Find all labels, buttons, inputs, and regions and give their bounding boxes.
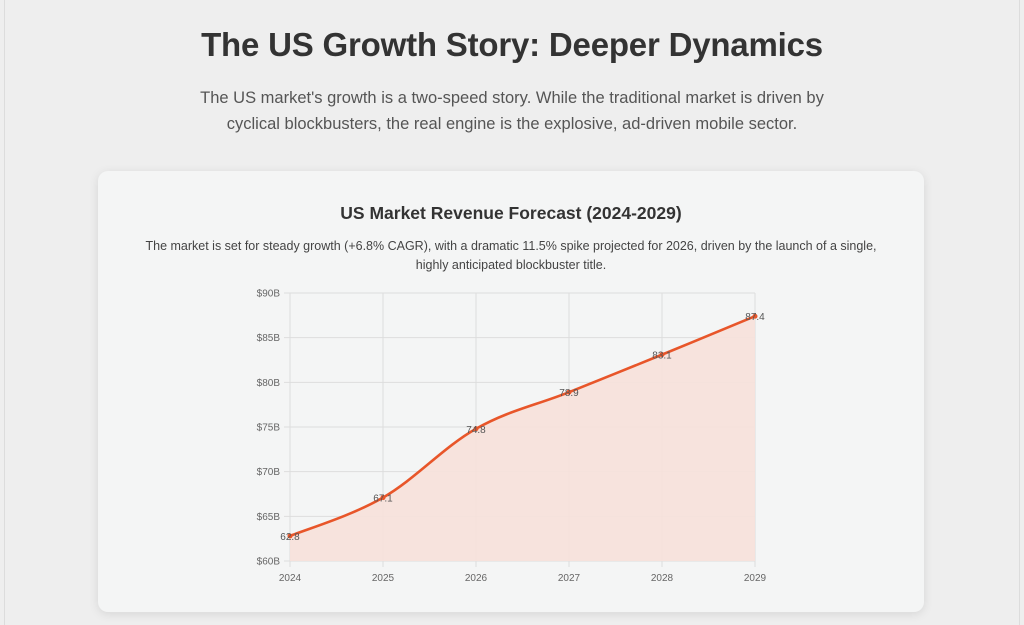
data-point	[566, 389, 572, 395]
x-tick-label: 2028	[651, 573, 674, 584]
data-point	[287, 533, 293, 539]
x-tick-label: 2024	[279, 573, 302, 584]
x-tick-label: 2025	[372, 573, 395, 584]
data-label: 78.9	[559, 388, 579, 399]
y-tick-label: $65B	[257, 512, 281, 523]
y-tick-label: $75B	[257, 423, 281, 434]
series-area-fill	[290, 316, 755, 561]
series-line	[289, 315, 756, 538]
right-border	[1019, 0, 1020, 625]
data-label: 67.1	[373, 494, 393, 505]
data-label: 87.4	[745, 312, 765, 323]
y-tick-label: $80B	[257, 378, 281, 389]
y-tick-label: $70B	[257, 467, 281, 478]
intro-text: The US market's growth is a two-speed st…	[200, 89, 824, 133]
left-border	[4, 0, 5, 625]
x-tick-label: 2026	[465, 573, 488, 584]
x-tick-label: 2027	[558, 573, 581, 584]
data-label: 62.8	[280, 532, 300, 543]
y-tick-label: $85B	[257, 333, 281, 344]
chart-title: US Market Revenue Forecast (2024-2029)	[340, 203, 682, 223]
data-label: 83.1	[652, 351, 672, 362]
data-point	[380, 495, 386, 501]
data-point	[659, 352, 665, 358]
data-point	[473, 426, 479, 432]
data-label: 74.8	[466, 425, 486, 436]
y-tick-label: $90B	[257, 289, 281, 300]
chart-description: The market is set for steady growth (+6.…	[145, 239, 877, 272]
revenue-forecast-chart: $60B $65B $70B $75B $80B $85B $90B 2024 2025 2026…	[257, 289, 767, 585]
page-title: The US Growth Story: Deeper Dynamics	[201, 26, 823, 63]
data-point	[752, 313, 758, 319]
y-tick-label: $60B	[257, 557, 281, 568]
x-tick-label: 2029	[744, 573, 767, 584]
